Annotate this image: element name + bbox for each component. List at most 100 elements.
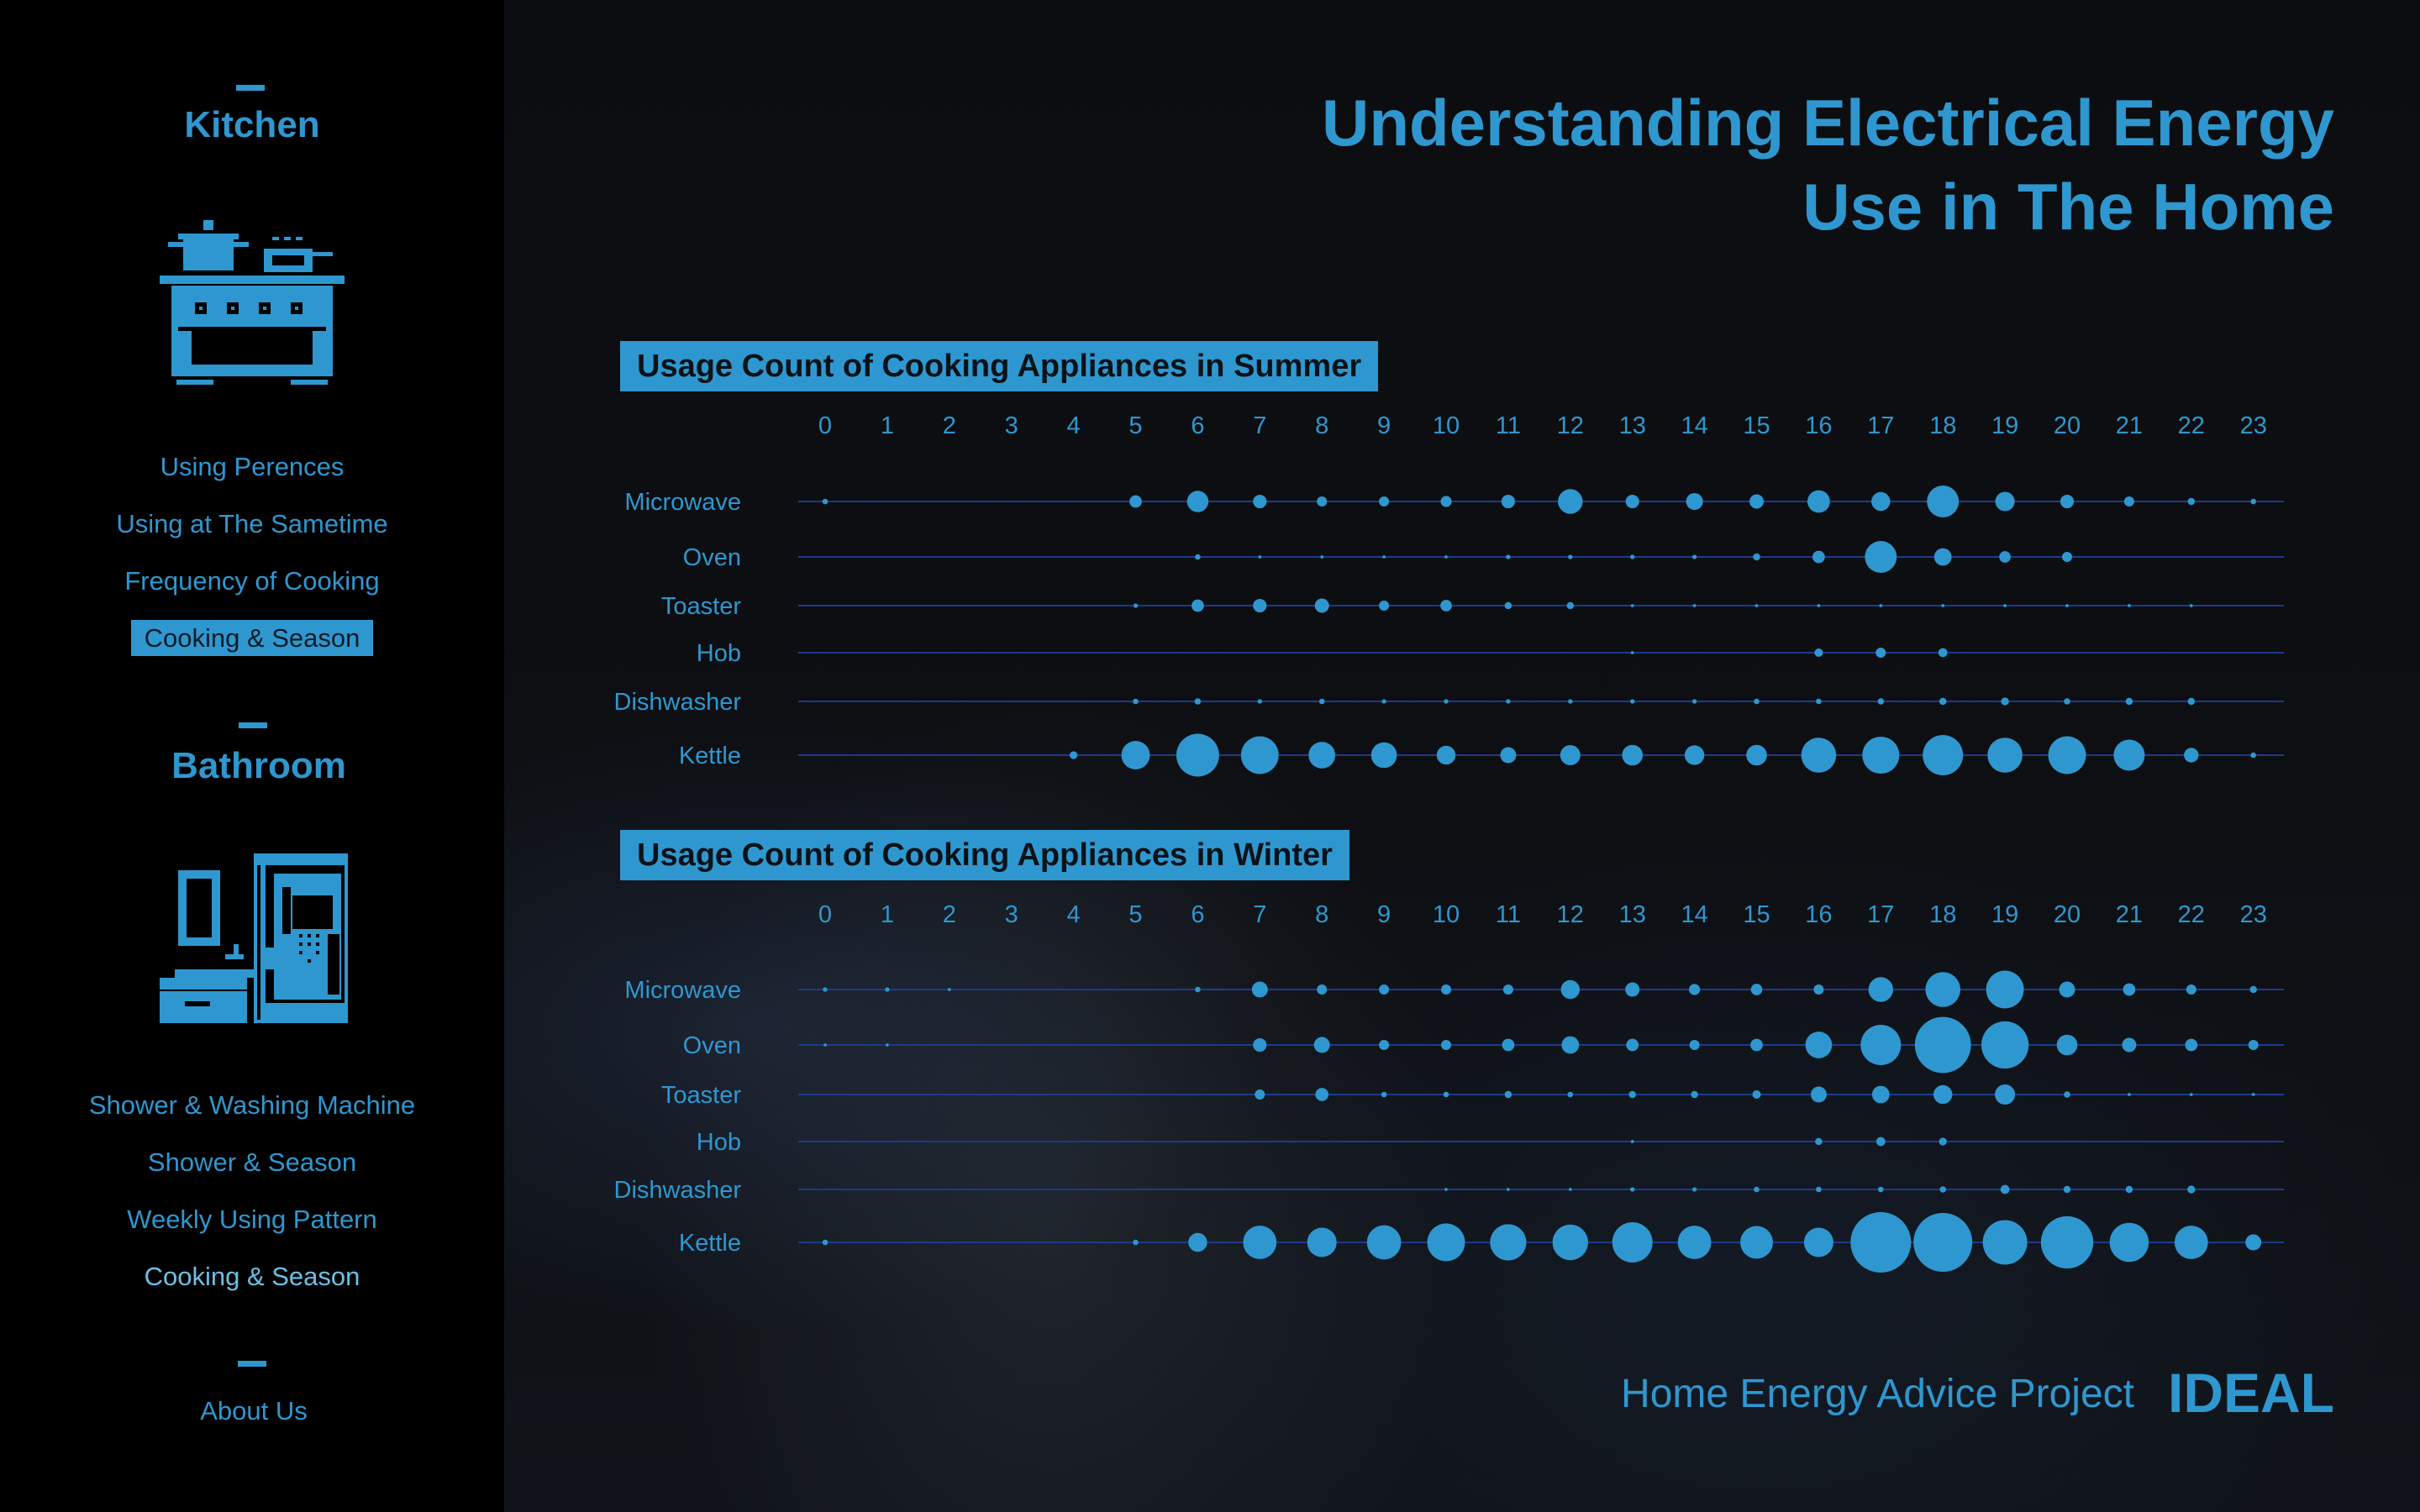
appliance-label: Kettle [679,1230,741,1257]
usage-bubble [1813,984,1824,995]
usage-bubble [1307,1227,1337,1257]
usage-bubble [2056,1034,2078,1056]
sidebar-link-shower-washing[interactable]: Shower & Washing Machine [88,1090,416,1120]
usage-bubble [2125,697,2133,706]
hour-tick-label: 4 [1067,901,1081,928]
usage-bubble [1879,604,1883,607]
summer-chart-title: Usage Count of Cooking Appliances in Sum… [620,341,1379,391]
usage-bubble [1754,1186,1760,1193]
hour-tick-label: 15 [1743,412,1770,439]
sidebar-link-bath-cooking-season[interactable]: Cooking & Season [144,1262,360,1291]
hour-tick-label: 9 [1377,901,1391,928]
usage-bubble [1691,1090,1698,1099]
usage-bubble [1069,751,1078,759]
hour-tick-label: 19 [1991,412,2018,439]
sidebar-link-cooking-season-active[interactable]: Cooking & Season [0,620,504,656]
usage-bubble [2187,1185,2196,1194]
usage-bubble [1370,742,1397,769]
usage-bubble [1443,1091,1449,1098]
usage-bubble [1981,1021,2029,1069]
usage-bubble [2065,604,2069,607]
usage-bubble [1927,486,1960,517]
sidebar-link-using-sametime[interactable]: Using at The Sametime [116,509,388,538]
usage-bubble [1816,698,1822,705]
usage-bubble [822,498,829,505]
about-dash [238,1361,266,1367]
sidebar-link-using-perences[interactable]: Using Perences [160,452,345,481]
sidebar-link-frequency-cooking[interactable]: Frequency of Cooking [124,566,380,596]
usage-bubble [1810,1086,1827,1103]
usage-bubble [1427,1223,1465,1262]
usage-bubble [823,987,828,992]
usage-bubble [1258,555,1262,559]
usage-bubble [2123,496,2134,507]
usage-bubble [1253,494,1267,509]
usage-bubble [1750,984,1763,995]
usage-bubble [1552,1224,1589,1261]
usage-bubble [1923,735,1964,775]
usage-bubble [1626,1038,1639,1052]
usage-bubble [1692,604,1697,607]
usage-bubble [1684,745,1705,765]
usage-bubble [1500,747,1517,764]
usage-bubble [1987,738,2023,773]
hour-tick-label: 11 [1496,412,1521,439]
usage-bubble [2185,1038,2198,1052]
hour-tick-label: 8 [1315,412,1328,439]
usage-bubble [2063,1185,2071,1194]
usage-bubble [1801,738,1837,773]
usage-bubble [2128,604,2131,607]
usage-bubble [1440,600,1452,612]
usage-bubble [1686,492,1703,511]
sidebar-link-weekly-pattern[interactable]: Weekly Using Pattern [127,1205,377,1234]
hour-tick-label: 15 [1743,901,1770,928]
usage-bubble [1313,1037,1330,1053]
hour-tick-label: 2 [943,412,956,439]
usage-bubble [1195,554,1201,560]
hour-tick-label: 5 [1128,901,1142,928]
usage-bubble [1995,1084,2016,1105]
appliance-label: Oven [683,1032,741,1059]
usage-bubble [1568,699,1573,704]
usage-bubble [2189,1093,2193,1096]
sidebar-link-about-us[interactable]: About Us [200,1396,308,1425]
usage-bubble [1995,491,2015,512]
usage-bubble [1941,604,1945,607]
hour-tick-label: 3 [1005,901,1018,928]
hour-tick-label: 21 [2116,412,2143,439]
usage-bubble [1691,554,1697,559]
sidebar-link-shower-season[interactable]: Shower & Season [147,1147,357,1177]
usage-bubble [2062,552,2072,562]
usage-bubble [1560,979,1581,1000]
usage-bubble [1560,745,1581,765]
usage-bubble [2128,1093,2131,1096]
usage-bubble [1441,1040,1451,1050]
hour-tick-label: 17 [1867,412,1894,439]
usage-bubble [1630,1187,1635,1192]
usage-bubble [2048,736,2086,774]
usage-bubble [2184,748,2199,763]
usage-bubble [1502,984,1513,995]
hour-tick-label: 21 [2116,901,2143,928]
hour-tick-label: 1 [881,901,894,928]
usage-bubble [2250,498,2256,505]
hour-tick-label: 6 [1191,412,1204,439]
usage-bubble [1860,1025,1902,1065]
usage-bubble [1317,984,1328,995]
appliance-label: Hob [697,1129,741,1156]
usage-bubble [2186,984,2196,995]
title-line-1: Understanding Electrical Energy [1321,86,2334,160]
appliance-label: Oven [683,544,741,571]
usage-bubble [1630,699,1635,704]
usage-bubble [1754,698,1760,705]
usage-bubble [1850,1212,1912,1273]
appliance-label: Kettle [679,743,741,769]
usage-bubble [1803,1227,1833,1257]
usage-bubble [1240,736,1279,774]
active-link-label: Cooking & Season [130,620,374,656]
usage-bubble [2122,1037,2137,1053]
usage-bubble [1630,554,1635,559]
usage-bubble [1251,981,1268,998]
hour-tick-label: 16 [1805,412,1832,439]
